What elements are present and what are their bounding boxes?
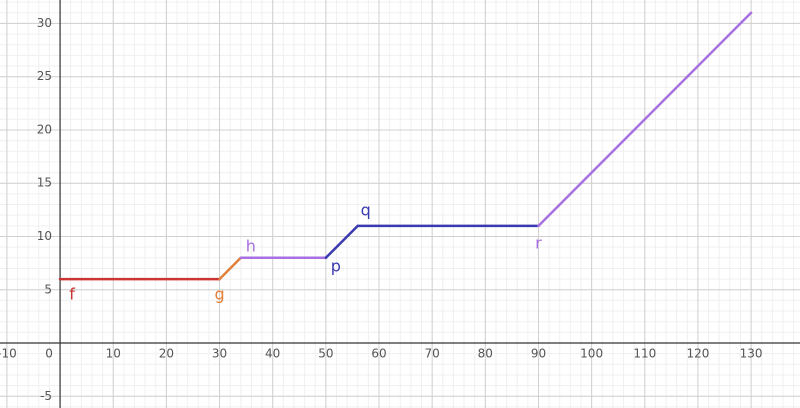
segment-label: q: [361, 200, 371, 219]
y-tick-label: -5: [40, 389, 52, 403]
line-segment: [537, 11, 753, 228]
segment-label: h: [246, 236, 256, 255]
x-tick-label: 110: [633, 347, 656, 361]
x-tick-label: 0: [45, 347, 53, 361]
x-tick-label: 80: [478, 347, 493, 361]
x-tick-label: -10: [0, 347, 17, 361]
x-tick-label: 90: [531, 347, 546, 361]
y-tick-label: 25: [37, 69, 52, 83]
segment-label: r: [535, 233, 542, 252]
x-tick-label: 60: [371, 347, 386, 361]
x-tick-label: 10: [106, 347, 121, 361]
segment-label: f: [69, 285, 75, 304]
x-tick-label: 120: [686, 347, 709, 361]
x-tick-label: 70: [425, 347, 440, 361]
y-tick-label: 20: [37, 122, 52, 136]
x-tick-label: 50: [318, 347, 333, 361]
x-tick-label: 130: [740, 347, 763, 361]
y-tick-label: 30: [37, 16, 52, 30]
segment-label: g: [214, 285, 224, 304]
x-tick-label: 100: [580, 347, 603, 361]
x-tick-label: 30: [212, 347, 227, 361]
x-tick-label: 20: [159, 347, 174, 361]
x-tick-label: 40: [265, 347, 280, 361]
line-segment: [324, 224, 359, 260]
segment-label: p: [331, 256, 341, 275]
line-segment: [218, 256, 243, 281]
y-tick-label: 5: [44, 282, 52, 296]
y-tick-label: 10: [37, 229, 52, 243]
y-tick-label: 15: [37, 176, 52, 190]
